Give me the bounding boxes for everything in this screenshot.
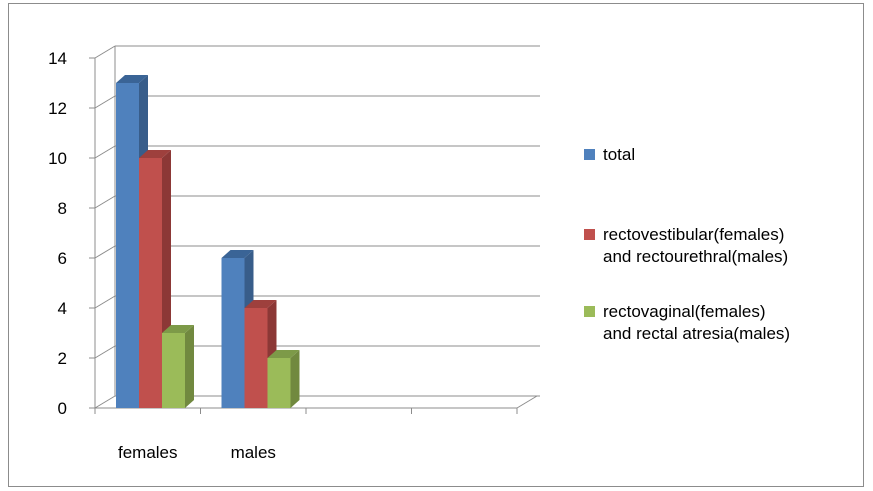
bar-front xyxy=(267,358,291,408)
bar-front xyxy=(162,333,185,408)
y-tick-label: 12 xyxy=(48,99,67,118)
legend-swatch xyxy=(584,229,595,240)
gridline-depth xyxy=(94,95,116,109)
bar-top xyxy=(221,250,254,258)
bar-front xyxy=(244,308,268,408)
legend-label: rectovaginal(females) xyxy=(603,302,766,321)
y-tick-label: 10 xyxy=(48,149,67,168)
y-tick-label: 14 xyxy=(48,49,67,68)
legend-label: and rectal atresia(males) xyxy=(603,324,790,343)
legend-label: and rectourethral(males) xyxy=(603,247,788,266)
gridline-depth xyxy=(94,195,116,209)
x-category-label: females xyxy=(118,443,178,462)
y-tick-label: 4 xyxy=(58,299,67,318)
x-category-label: males xyxy=(231,443,276,462)
bar-top xyxy=(139,150,171,158)
x-axis-category-labels: females males xyxy=(118,443,276,462)
bar-3-males xyxy=(267,350,300,408)
bar-3-females xyxy=(162,325,194,408)
gridline-depth xyxy=(94,245,116,259)
bar-top xyxy=(267,350,300,358)
bar-top xyxy=(162,325,194,333)
y-axis-tick-labels: 0 2 4 6 8 10 12 14 xyxy=(48,49,67,418)
bar-side xyxy=(185,325,194,408)
y-tick-label: 0 xyxy=(58,399,67,418)
gridline-depth xyxy=(94,395,116,409)
bar-side xyxy=(290,350,300,408)
bar-front xyxy=(139,158,162,408)
y-tick-label: 6 xyxy=(58,249,67,268)
y-tick-label: 8 xyxy=(58,199,67,218)
gridline-depth xyxy=(94,295,116,309)
bar-top xyxy=(244,300,277,308)
bars xyxy=(116,75,300,408)
y-tick-label: 2 xyxy=(58,349,67,368)
legend-swatch xyxy=(584,306,595,317)
gridline-depth xyxy=(94,345,116,359)
bar-front xyxy=(116,83,139,408)
legend-label: rectovestibular(females) xyxy=(603,225,784,244)
legend-label: total xyxy=(603,145,635,164)
legend: total rectovestibular(females) and rectour… xyxy=(584,145,790,343)
floor-edge xyxy=(516,395,538,409)
gridline-depth xyxy=(94,45,116,59)
bar-front xyxy=(221,258,245,408)
legend-swatch xyxy=(584,149,595,160)
gridline-depth xyxy=(94,145,116,159)
bar-top xyxy=(116,75,148,83)
